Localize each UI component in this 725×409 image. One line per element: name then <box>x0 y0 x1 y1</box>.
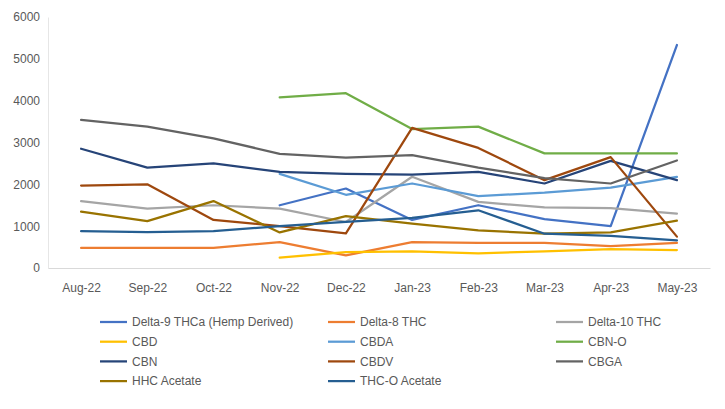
y-tick: 6000 <box>13 10 48 24</box>
y-tick: 1000 <box>13 220 48 234</box>
legend-item: CBN <box>100 355 157 369</box>
x-tick-label: Sep-22 <box>128 281 167 295</box>
legend-label: Delta-8 THC <box>360 315 427 329</box>
legend-swatch <box>100 341 127 343</box>
x-tick-label: Nov-22 <box>261 281 300 295</box>
legend-label: CBDV <box>360 355 393 369</box>
x-tick-label: Apr-23 <box>593 281 629 295</box>
y-axis: 0 1000 2000 3000 4000 5000 6000 <box>13 10 48 275</box>
x-tick: Mar-23 <box>526 268 564 295</box>
legend-item: HHC Acetate <box>100 374 202 388</box>
x-tick: Apr-23 <box>593 268 629 295</box>
y-tick-label: 5000 <box>13 52 40 66</box>
x-tick: May-23 <box>657 268 697 295</box>
legend-item: Delta-8 THC <box>328 315 427 329</box>
legend-label: THC-O Acetate <box>360 374 442 388</box>
y-tick: 2000 <box>13 178 48 192</box>
x-tick: Sep-22 <box>128 268 167 295</box>
legend-item: CBDV <box>328 355 393 369</box>
legend-item: CBDA <box>328 335 393 349</box>
x-tick: Aug-22 <box>62 268 101 295</box>
legend-label: CBGA <box>588 355 622 369</box>
legend-label: CBD <box>132 335 158 349</box>
x-axis-line <box>49 268 711 269</box>
series-line <box>81 201 677 234</box>
x-tick-label: Mar-23 <box>526 281 564 295</box>
y-axis-line <box>48 18 49 269</box>
legend-swatch <box>328 341 355 343</box>
legend-item: CBD <box>100 335 158 349</box>
legend-swatch <box>328 360 355 362</box>
legend-swatch <box>100 321 127 323</box>
y-tick: 5000 <box>13 52 48 66</box>
legend-swatch <box>328 380 355 382</box>
y-tick: 4000 <box>13 94 48 108</box>
y-tick: 0 <box>33 261 48 275</box>
series-line <box>280 93 677 153</box>
x-tick: Feb-23 <box>460 268 498 295</box>
legend-item: CBN-O <box>556 335 627 349</box>
legend-item: THC-O Acetate <box>328 374 442 388</box>
series-line <box>280 174 677 196</box>
series-line <box>81 242 677 255</box>
x-tick: Nov-22 <box>261 268 300 295</box>
legend-item: Delta-9 THCa (Hemp Derived) <box>100 315 293 329</box>
x-axis: Aug-22 Sep-22 Oct-22 Nov-22 Dec-22 Jan-23 Feb-… <box>49 268 711 295</box>
legend-label: CBN-O <box>588 335 627 349</box>
chart: 0 1000 2000 3000 4000 5000 6000 Aug-22 Sep-22 Oct… <box>0 0 725 409</box>
legend-swatch <box>328 321 355 323</box>
legend-label: HHC Acetate <box>132 374 202 388</box>
legend-swatch <box>100 360 127 362</box>
y-tick-label: 4000 <box>13 94 40 108</box>
x-tick: Dec-22 <box>327 268 366 295</box>
y-tick-label: 1000 <box>13 220 40 234</box>
y-tick-label: 3000 <box>13 136 40 150</box>
series-line <box>280 249 677 257</box>
legend-label: CBDA <box>360 335 393 349</box>
legend-item: Delta-10 THC <box>556 315 661 329</box>
legend-swatch <box>100 380 127 382</box>
y-tick-label: 2000 <box>13 178 40 192</box>
legend-swatch <box>556 341 583 343</box>
x-tick: Jan-23 <box>394 268 431 295</box>
series-line <box>81 120 677 184</box>
legend-item: CBGA <box>556 355 622 369</box>
x-tick-label: May-23 <box>657 281 697 295</box>
plot: 0 1000 2000 3000 4000 5000 6000 Aug-22 Sep-22 Oct… <box>13 10 710 294</box>
legend-swatch <box>556 321 583 323</box>
legend-label: Delta-10 THC <box>588 315 661 329</box>
legend: Delta-9 THCa (Hemp Derived) Delta-8 THC De… <box>100 315 661 388</box>
y-tick-label: 6000 <box>13 10 40 24</box>
x-tick-label: Oct-22 <box>196 281 232 295</box>
legend-label: Delta-9 THCa (Hemp Derived) <box>132 315 293 329</box>
series-line <box>280 45 677 226</box>
x-tick-label: Jan-23 <box>394 281 431 295</box>
y-tick: 3000 <box>13 136 48 150</box>
x-tick: Oct-22 <box>196 268 232 295</box>
series-line <box>81 210 677 240</box>
x-tick-label: Aug-22 <box>62 281 101 295</box>
lines <box>81 45 677 258</box>
legend-swatch <box>556 360 583 362</box>
legend-label: CBN <box>132 355 157 369</box>
y-tick-label: 0 <box>33 261 40 275</box>
x-tick-label: Dec-22 <box>327 281 366 295</box>
x-tick-label: Feb-23 <box>460 281 498 295</box>
